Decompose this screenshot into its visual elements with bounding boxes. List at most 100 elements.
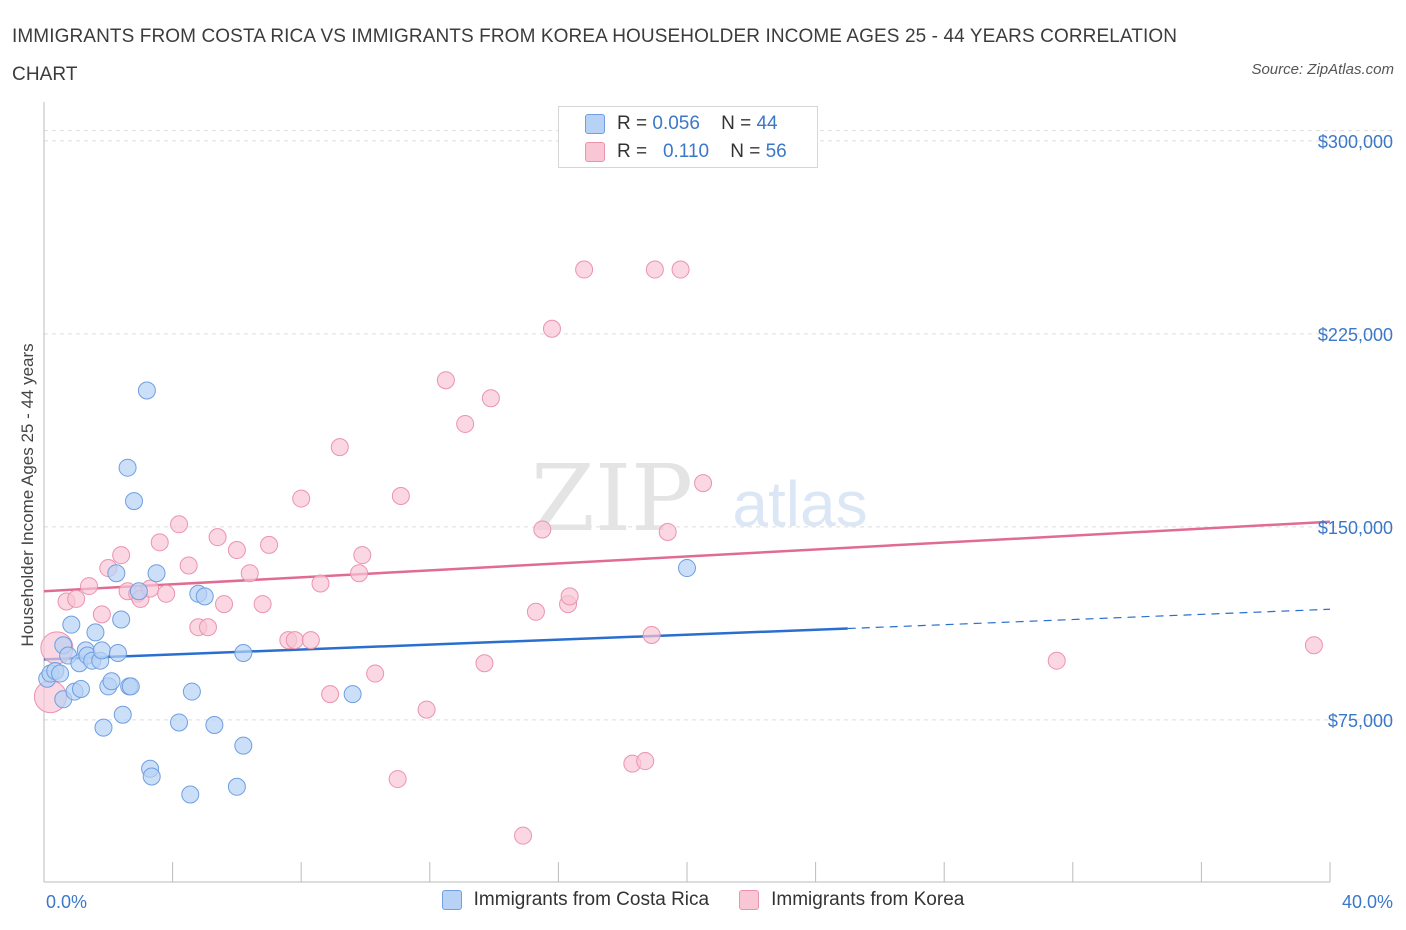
stats-row-korea: R = 0.110 N = 56 xyxy=(585,138,787,166)
point-korea xyxy=(526,602,545,621)
y-tick-label: $225,000 xyxy=(1318,325,1393,345)
point-korea xyxy=(179,556,198,575)
korea-swatch xyxy=(585,142,605,162)
point-costa-rica xyxy=(182,682,201,701)
point-korea xyxy=(481,389,500,408)
point-korea xyxy=(366,664,385,683)
point-korea xyxy=(170,515,189,534)
trend-line-costa-rica-extension xyxy=(847,608,1331,630)
point-korea xyxy=(80,577,99,596)
point-costa-rica xyxy=(92,641,111,660)
point-costa-rica xyxy=(102,672,121,691)
point-korea xyxy=(311,574,330,593)
r-value: 0.110 xyxy=(662,141,710,162)
point-costa-rica xyxy=(234,643,253,662)
korea-swatch xyxy=(739,890,760,910)
point-korea xyxy=(636,752,655,771)
point-korea xyxy=(292,489,311,508)
point-costa-rica xyxy=(113,705,132,724)
point-korea xyxy=(301,631,320,650)
zipatlas-watermark: ZIP atlas xyxy=(531,445,868,552)
legend-label: Immigrants from Korea xyxy=(771,889,965,910)
point-korea xyxy=(671,260,690,279)
r-label: R = xyxy=(617,113,648,134)
point-costa-rica xyxy=(108,643,127,662)
point-korea xyxy=(227,541,246,560)
y-tick-label: $300,000 xyxy=(1318,132,1393,152)
point-korea xyxy=(1304,636,1323,655)
trend-line-costa-rica xyxy=(43,627,848,661)
point-korea xyxy=(285,631,304,650)
stats-legend: R = 0.056 N = 44 R = 0.110 N = 56 xyxy=(558,106,818,168)
point-korea xyxy=(150,533,169,552)
point-costa-rica xyxy=(51,664,70,683)
legend-label: Immigrants from Costa Rica xyxy=(473,889,710,910)
point-costa-rica xyxy=(94,718,113,737)
point-korea xyxy=(350,564,369,583)
tick-labels: $75,000 $150,000 $225,000 $300,000 0.0% 40.0% xyxy=(46,132,1393,912)
point-costa-rica xyxy=(142,767,161,786)
costa-rica-swatch xyxy=(441,890,462,910)
point-korea xyxy=(67,589,86,608)
point-korea xyxy=(436,371,455,390)
data-points xyxy=(33,260,1323,845)
point-korea xyxy=(157,584,176,603)
point-korea xyxy=(575,260,594,279)
point-korea xyxy=(514,826,533,845)
point-costa-rica xyxy=(125,492,144,511)
series-legend: Immigrants from Costa Rica Immigrants fr… xyxy=(0,889,1406,911)
point-costa-rica xyxy=(343,685,362,704)
point-korea xyxy=(253,595,272,614)
point-korea xyxy=(240,564,259,583)
point-korea xyxy=(542,319,561,338)
point-costa-rica xyxy=(129,582,148,601)
point-korea xyxy=(92,605,111,624)
r-value: 0.056 xyxy=(652,113,700,134)
stats-row-costa-rica: R = 0.056 N = 44 xyxy=(585,110,778,138)
n-label: N = xyxy=(721,113,752,134)
source-label: Source: ZipAtlas.com xyxy=(1251,61,1394,78)
point-costa-rica xyxy=(181,785,200,804)
watermark-atlas: atlas xyxy=(732,468,867,540)
x-tick-label: 40.0% xyxy=(1342,892,1393,912)
point-costa-rica xyxy=(170,713,189,732)
point-costa-rica xyxy=(678,559,696,578)
point-costa-rica xyxy=(107,564,126,583)
point-korea xyxy=(533,520,552,539)
axes xyxy=(43,102,1331,883)
y-tick-label: $150,000 xyxy=(1318,518,1393,538)
costa-rica-swatch xyxy=(585,114,605,134)
n-label: N = xyxy=(730,141,761,162)
point-costa-rica xyxy=(137,381,156,400)
point-korea xyxy=(321,685,340,704)
point-costa-rica xyxy=(227,777,246,796)
point-korea xyxy=(560,587,579,606)
gridlines xyxy=(44,130,1395,721)
point-korea xyxy=(1047,651,1066,670)
point-korea xyxy=(208,528,227,547)
point-costa-rica xyxy=(195,587,214,606)
legend-item-costa-rica[interactable]: Immigrants from Costa Rica xyxy=(441,889,710,911)
trend-lines xyxy=(43,520,1331,661)
point-costa-rica xyxy=(118,458,137,477)
point-costa-rica xyxy=(62,615,81,634)
n-value: 44 xyxy=(756,113,778,134)
point-korea xyxy=(388,770,407,789)
point-korea xyxy=(330,438,349,457)
point-korea xyxy=(198,618,217,637)
point-korea xyxy=(456,414,475,433)
trend-line-korea xyxy=(43,520,1331,593)
point-costa-rica xyxy=(71,680,90,698)
point-korea xyxy=(417,700,436,719)
legend-item-korea[interactable]: Immigrants from Korea xyxy=(739,889,964,911)
point-korea xyxy=(645,260,664,279)
r-label: R = xyxy=(617,141,648,162)
chart-title: IMMIGRANTS FROM COSTA RICA VS IMMIGRANTS… xyxy=(12,26,1178,85)
point-costa-rica xyxy=(121,677,140,696)
point-korea xyxy=(694,474,713,493)
point-korea xyxy=(475,654,494,673)
point-costa-rica xyxy=(205,716,224,735)
point-costa-rica xyxy=(112,610,131,629)
point-costa-rica xyxy=(234,736,253,755)
